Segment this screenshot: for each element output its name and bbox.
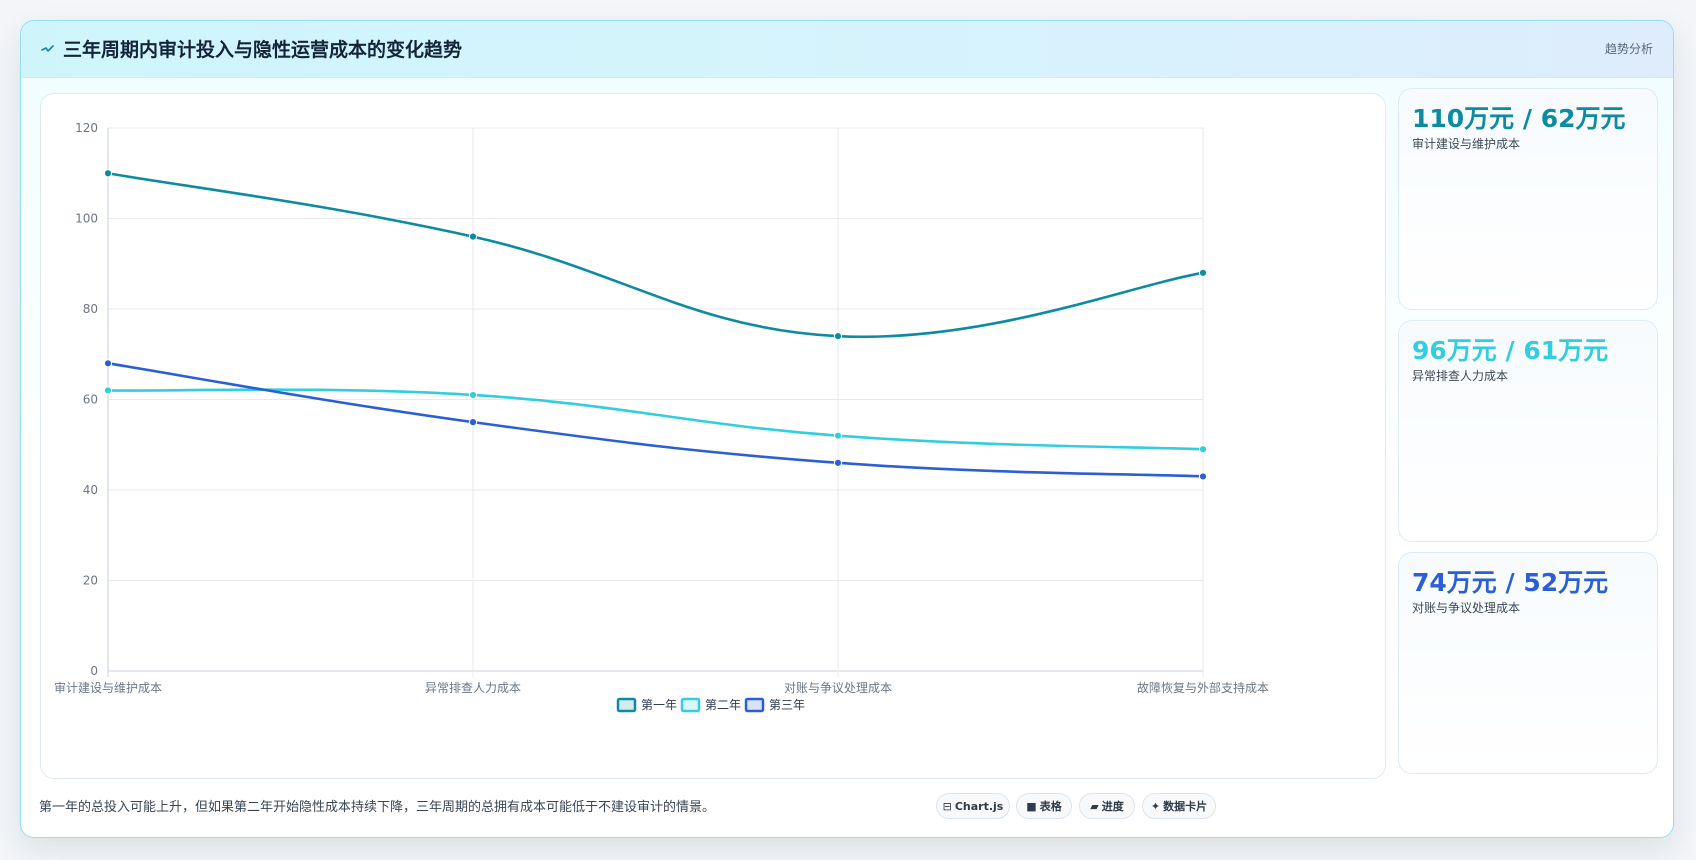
series-line-1 [107,171,1204,339]
stat-label: 审计建设与维护成本 [1412,137,1521,151]
x-tick-label: 异常排查人力成本 [425,681,521,695]
y-tick-label: 0 [90,664,98,678]
chip-label: Chart.js [954,799,1004,813]
data-point [1198,472,1208,481]
legend-swatch [744,697,765,713]
data-point [1198,268,1208,277]
trend-analysis-tag[interactable]: 趋势分析 [1604,42,1653,56]
data-point [833,458,843,467]
series-line-3 [107,362,1204,478]
chart-card: 0 20 40 60 80 100 120 审计建设与维护成本 异常排查人力成本 对账与争议处理成… [40,93,1386,779]
table-icon: ■ [1026,799,1037,813]
legend-label: 第二年 [705,698,741,712]
data-point [103,169,113,178]
y-tick-label: 120 [75,121,98,135]
footer-note: 第一年的总投入可能上升，但如果第二年开始隐性成本持续下降，三年周期的总拥有成本可… [39,800,716,815]
chart-icon: ⊟ [942,799,952,813]
chip-table[interactable]: ■ 表格 [1016,793,1072,819]
data-point [1198,445,1208,454]
progress-icon: ▰ [1090,799,1099,813]
y-tick-label: 100 [75,212,98,226]
chip-data-cards[interactable]: ✦ 数据卡片 [1142,793,1216,819]
data-point [833,332,843,341]
data-point [468,232,478,241]
y-tick-label: 80 [83,302,98,316]
chart-title: 三年周期内审计投入与隐性运营成本的变化趋势 [63,39,463,61]
data-point [833,431,843,440]
line-chart: 0 20 40 60 80 100 120 审计建设与维护成本 异常排查人力成本 对账与争议处理成… [54,121,1269,713]
stat-value: 96万元 / 61万元 [1412,336,1609,365]
pulse-icon [41,45,54,52]
stat-card-audit-build: 110万元 / 62万元 审计建设与维护成本 [1398,88,1658,310]
legend-label: 第三年 [769,698,805,712]
x-tick-label: 审计建设与维护成本 [54,680,162,695]
x-tick-label: 对账与争议处理成本 [784,681,892,695]
chip-label: 进度 [1101,800,1124,813]
stat-label: 异常排查人力成本 [1412,369,1509,383]
chart-panel: 三年周期内审计投入与隐性运营成本的变化趋势 趋势分析 0 20 40 60 80 100 1… [20,20,1674,838]
chip-label: 表格 [1039,800,1062,813]
y-tick-label: 60 [83,393,98,407]
legend-swatch [616,697,637,713]
series-line-2 [107,388,1204,451]
chip-label: 数据卡片 [1163,800,1208,813]
sparkle-icon: ✦ [1150,799,1161,813]
legend-label: 第一年 [641,698,677,712]
chip-chartjs[interactable]: ⊟ Chart.js [936,793,1010,819]
chip-progress[interactable]: ▰ 进度 [1079,793,1135,819]
data-point [103,359,113,368]
stat-label: 对账与争议处理成本 [1412,601,1521,615]
data-point [468,390,478,400]
legend-swatch [680,697,701,713]
data-point [103,386,113,395]
panel-header: 三年周期内审计投入与隐性运营成本的变化趋势 趋势分析 [21,21,1673,78]
x-tick-label: 故障恢复与外部支持成本 [1137,680,1269,695]
stat-value: 74万元 / 52万元 [1412,568,1609,597]
stat-value: 110万元 / 62万元 [1412,104,1626,133]
y-tick-label: 20 [83,574,98,588]
stat-card-anomaly-labor: 96万元 / 61万元 异常排查人力成本 [1398,320,1658,542]
stat-card-reconciliation: 74万元 / 52万元 对账与争议处理成本 [1398,552,1658,774]
data-point [468,418,478,427]
y-tick-label: 40 [83,483,98,497]
